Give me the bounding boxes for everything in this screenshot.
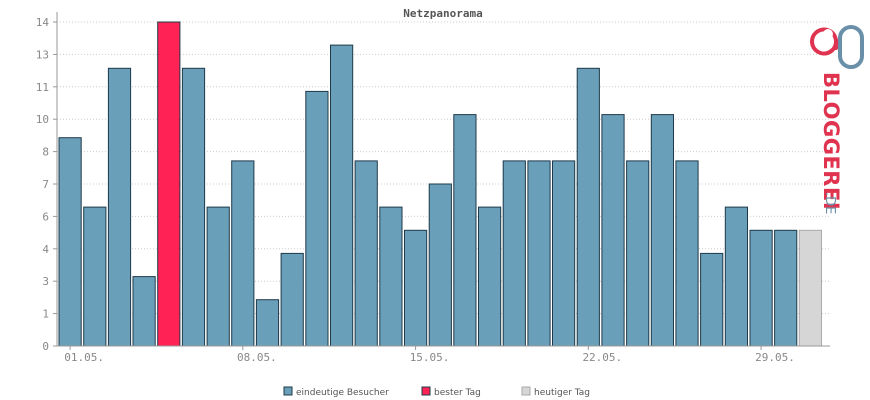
- y-tick-label: 14: [36, 16, 50, 29]
- bar-25-05: [650, 114, 674, 347]
- y-tick-label: 11: [36, 81, 49, 94]
- legend-label: bester Tag: [434, 388, 481, 398]
- legend-swatch: [283, 386, 293, 396]
- bar-14-05: [379, 206, 403, 347]
- legend-label: heutiger Tag: [534, 388, 590, 398]
- bar-15-05: [404, 229, 428, 347]
- y-tick-label: 4: [42, 243, 49, 256]
- bar-05-05: [157, 21, 181, 347]
- bar-18-05: [478, 206, 502, 347]
- bar-28-05: [724, 206, 748, 347]
- legend-item-best: bester Tag: [421, 386, 481, 398]
- bloggerei-logo[interactable]: BLOGGEREI .DE: [810, 25, 864, 214]
- bar-27-05: [700, 252, 724, 347]
- bar-31-05: [798, 229, 822, 347]
- logo-text: BLOGGEREI: [819, 72, 843, 210]
- y-tick-label: 8: [42, 146, 49, 159]
- bar-17-05: [453, 114, 477, 347]
- bar-19-05: [502, 160, 526, 347]
- y-tick-label: 1: [42, 308, 49, 321]
- legend-swatch: [521, 386, 531, 396]
- legend-item-visitors: eindeutige Besucher: [283, 386, 389, 398]
- x-tick-label: 08.05.: [237, 351, 277, 364]
- y-tick-label: 0: [42, 340, 49, 353]
- bar-02-05: [83, 206, 107, 347]
- bars: [58, 21, 822, 347]
- bar-03-05: [107, 67, 132, 347]
- x-tick-labels: 01.05. 08.05. 15.05. 22.05. 29.05.: [64, 351, 795, 364]
- bar-22-05: [576, 67, 600, 347]
- legend-item-today: heutiger Tag: [521, 386, 590, 398]
- bar-26-05: [675, 160, 699, 347]
- bar-07-05: [206, 206, 230, 347]
- y-tick-label: 13: [36, 48, 49, 61]
- bar-20-05: [527, 160, 551, 347]
- bar-10-05: [280, 252, 304, 347]
- y-tick-label: 7: [42, 178, 49, 191]
- bar-12-05: [330, 44, 354, 347]
- y-tick-label: 3: [42, 275, 49, 288]
- bar-04-05: [132, 276, 156, 347]
- bar-06-05: [181, 67, 206, 347]
- bar-23-05: [601, 114, 625, 347]
- bar-29-05: [749, 229, 773, 347]
- chart-title: Netzpanorama: [403, 7, 482, 20]
- x-tick-label: 29.05.: [755, 351, 795, 364]
- legend-swatch: [421, 386, 431, 396]
- x-tick-label: 15.05.: [410, 351, 450, 364]
- bar-09-05: [255, 299, 280, 347]
- bar-13-05: [354, 160, 378, 347]
- bar-24-05: [626, 160, 650, 347]
- bar-21-05: [552, 160, 576, 347]
- y-tick-label: 6: [42, 210, 49, 223]
- legend-label: eindeutige Besucher: [296, 388, 389, 398]
- bar-16-05: [428, 183, 452, 347]
- bar-11-05: [305, 90, 329, 347]
- bar-30-05: [774, 229, 798, 347]
- logo-suffix: .DE: [822, 192, 837, 214]
- bar-01-05: [58, 137, 82, 347]
- x-tick-label: 01.05.: [64, 351, 104, 364]
- axes: [53, 12, 830, 350]
- legend: eindeutige Besucher bester Tag heutiger Ta…: [283, 386, 590, 398]
- bar-08-05: [231, 160, 255, 347]
- y-tick-label: 10: [36, 113, 49, 126]
- logo-mark-icon: [810, 25, 864, 69]
- x-tick-label: 22.05.: [582, 351, 622, 364]
